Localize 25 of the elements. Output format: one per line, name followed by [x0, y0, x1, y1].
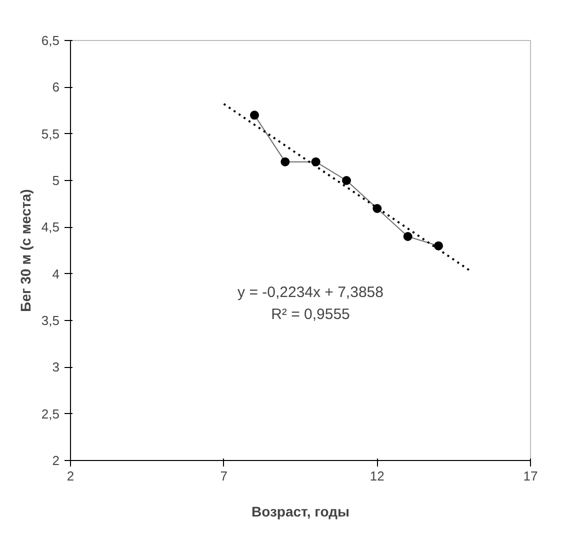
y-tick-label: 3,5 — [41, 313, 60, 328]
y-tick-label: 2,5 — [41, 406, 60, 422]
point — [250, 110, 259, 120]
y-tick-label: 3 — [52, 360, 60, 375]
annotation: R² = 0,9555 — [271, 306, 350, 323]
x-tick-label: 7 — [220, 468, 228, 484]
y-tick-label: 6 — [52, 80, 60, 95]
y-tick-label: 4,5 — [41, 220, 60, 235]
point — [403, 232, 412, 241]
annotation: y = -0,2234x + 7,3858 — [238, 284, 384, 301]
y-axis-title: Бег 30 м (с места) — [17, 189, 34, 312]
x-tick-label: 2 — [66, 468, 74, 484]
point — [280, 157, 290, 166]
x-tick-label: 17 — [523, 468, 538, 484]
x-axis-title: Возраст, годы — [252, 504, 350, 520]
y-tick-label: 4 — [52, 266, 60, 282]
point — [342, 176, 351, 185]
point — [434, 241, 443, 250]
y-tick-label: 5,5 — [41, 126, 60, 142]
y-tick-label: 6,5 — [41, 33, 60, 48]
y-tick-label: 2 — [52, 453, 60, 468]
point — [311, 157, 320, 166]
x-tick-label: 12 — [370, 468, 384, 484]
point — [372, 204, 382, 213]
y-tick-label: 5 — [52, 173, 60, 188]
